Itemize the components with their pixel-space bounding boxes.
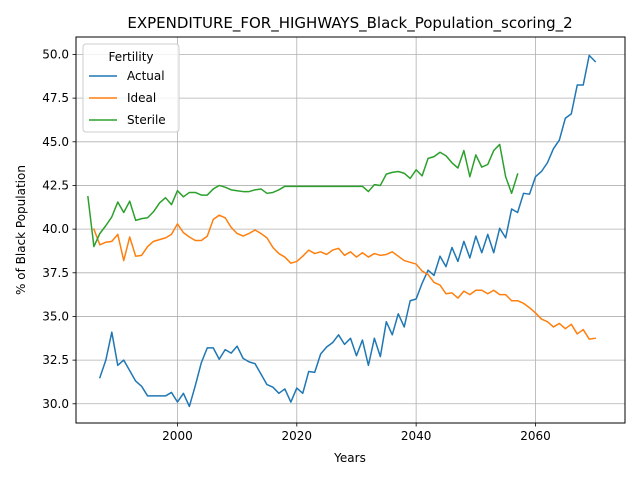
legend: Fertility Actual Ideal Sterile [82, 43, 180, 133]
x-tick-label: 2000 [162, 429, 193, 443]
y-tick-label: 50.0 [42, 47, 69, 61]
y-tick-label: 35.0 [42, 309, 69, 323]
y-tick-label: 30.0 [42, 397, 69, 411]
x-tick-label: 2020 [282, 429, 313, 443]
series-layer [87, 54, 597, 408]
legend-title: Fertility [108, 50, 153, 64]
series-line-actual [98, 54, 597, 408]
legend-items: Actual Ideal Sterile [89, 69, 166, 127]
y-tick-label: 47.5 [42, 91, 69, 105]
y-tick-label: 45.0 [42, 135, 69, 149]
x-axis: 2000 2020 2040 2060 [162, 423, 551, 443]
series-line-sterile [87, 143, 519, 248]
y-tick-label: 37.5 [42, 266, 69, 280]
grid [76, 37, 625, 423]
x-axis-label: Years [333, 451, 366, 465]
y-tick-label: 42.5 [42, 178, 69, 192]
x-tick-label: 2040 [401, 429, 432, 443]
y-tick-label: 40.0 [42, 222, 69, 236]
series-line-ideal [92, 214, 597, 340]
x-tick-label: 2060 [520, 429, 551, 443]
y-axis-label: % of Black Population [14, 165, 28, 295]
y-axis: 30.0 32.5 35.0 37.5 40.0 42.5 45.0 47.5 50.0 [42, 47, 76, 411]
legend-label-sterile: Sterile [127, 113, 166, 127]
chart-title: EXPENDITURE_FOR_HIGHWAYS_Black_Populatio… [127, 14, 572, 33]
legend-label-actual: Actual [127, 69, 165, 83]
legend-label-ideal: Ideal [127, 91, 156, 105]
legend-box [82, 43, 180, 133]
y-tick-label: 32.5 [42, 353, 69, 367]
plot-frame [75, 36, 626, 424]
